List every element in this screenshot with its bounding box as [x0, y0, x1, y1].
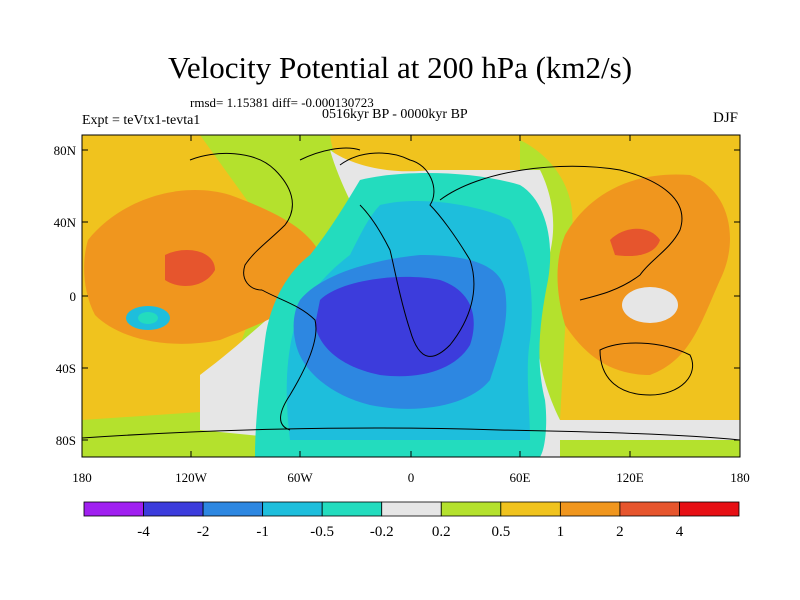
x-tick-label: 120W	[175, 470, 208, 485]
y-tick-label: 0	[70, 289, 77, 304]
colorbar-label: 4	[676, 524, 684, 540]
colorbar-label: 0.2	[432, 524, 451, 540]
experiment-label: Expt = teVtx1-tevta1	[82, 113, 201, 128]
colorbar-swatch	[202, 501, 264, 517]
colorbar-label: 2	[616, 524, 624, 540]
colorbar-swatch	[143, 501, 204, 517]
x-tick-label: 180	[730, 470, 750, 485]
y-tick-label: 40S	[56, 361, 76, 376]
colorbar-label: -4	[137, 524, 150, 540]
period-label: 0516kyr BP - 0000kyr BP	[322, 107, 468, 122]
stats-line: rmsd= 1.15381 diff= -0.000130723	[190, 95, 374, 110]
colorbar-swatch	[440, 501, 502, 517]
season-label: DJF	[713, 110, 739, 126]
colorbar-swatch	[619, 501, 680, 517]
x-tick-label: 180	[72, 470, 92, 485]
colorbar-swatch	[83, 501, 144, 517]
map-title: Velocity Potential at 200 hPa (km2/s)	[167, 50, 633, 85]
x-tick-label: 60E	[510, 470, 531, 485]
y-tick-label: 80S	[56, 433, 76, 448]
colorbar-label: -0.5	[310, 524, 334, 540]
coastlines	[82, 147, 740, 441]
y-tick-label: 80N	[54, 143, 77, 158]
colorbar-label: 0.5	[491, 524, 510, 540]
x-tick-label: 60W	[287, 470, 313, 485]
colorbar-swatch	[500, 501, 561, 517]
x-tick-label: 0	[408, 470, 415, 485]
colorbar-label: -1	[256, 524, 269, 540]
y-tick-label: 40N	[54, 215, 77, 230]
colorbar-swatch	[262, 501, 323, 517]
colorbar-swatch	[321, 501, 383, 517]
colorbar-swatch	[559, 501, 621, 517]
colorbar-swatch	[381, 501, 442, 517]
colorbar-label: -0.2	[370, 524, 394, 540]
contour-field	[82, 135, 740, 457]
x-tick-label: 120E	[616, 470, 644, 485]
colorbar-swatch	[679, 501, 740, 517]
colorbar-label: 1	[557, 524, 565, 540]
colorbar-label: -2	[197, 524, 210, 540]
